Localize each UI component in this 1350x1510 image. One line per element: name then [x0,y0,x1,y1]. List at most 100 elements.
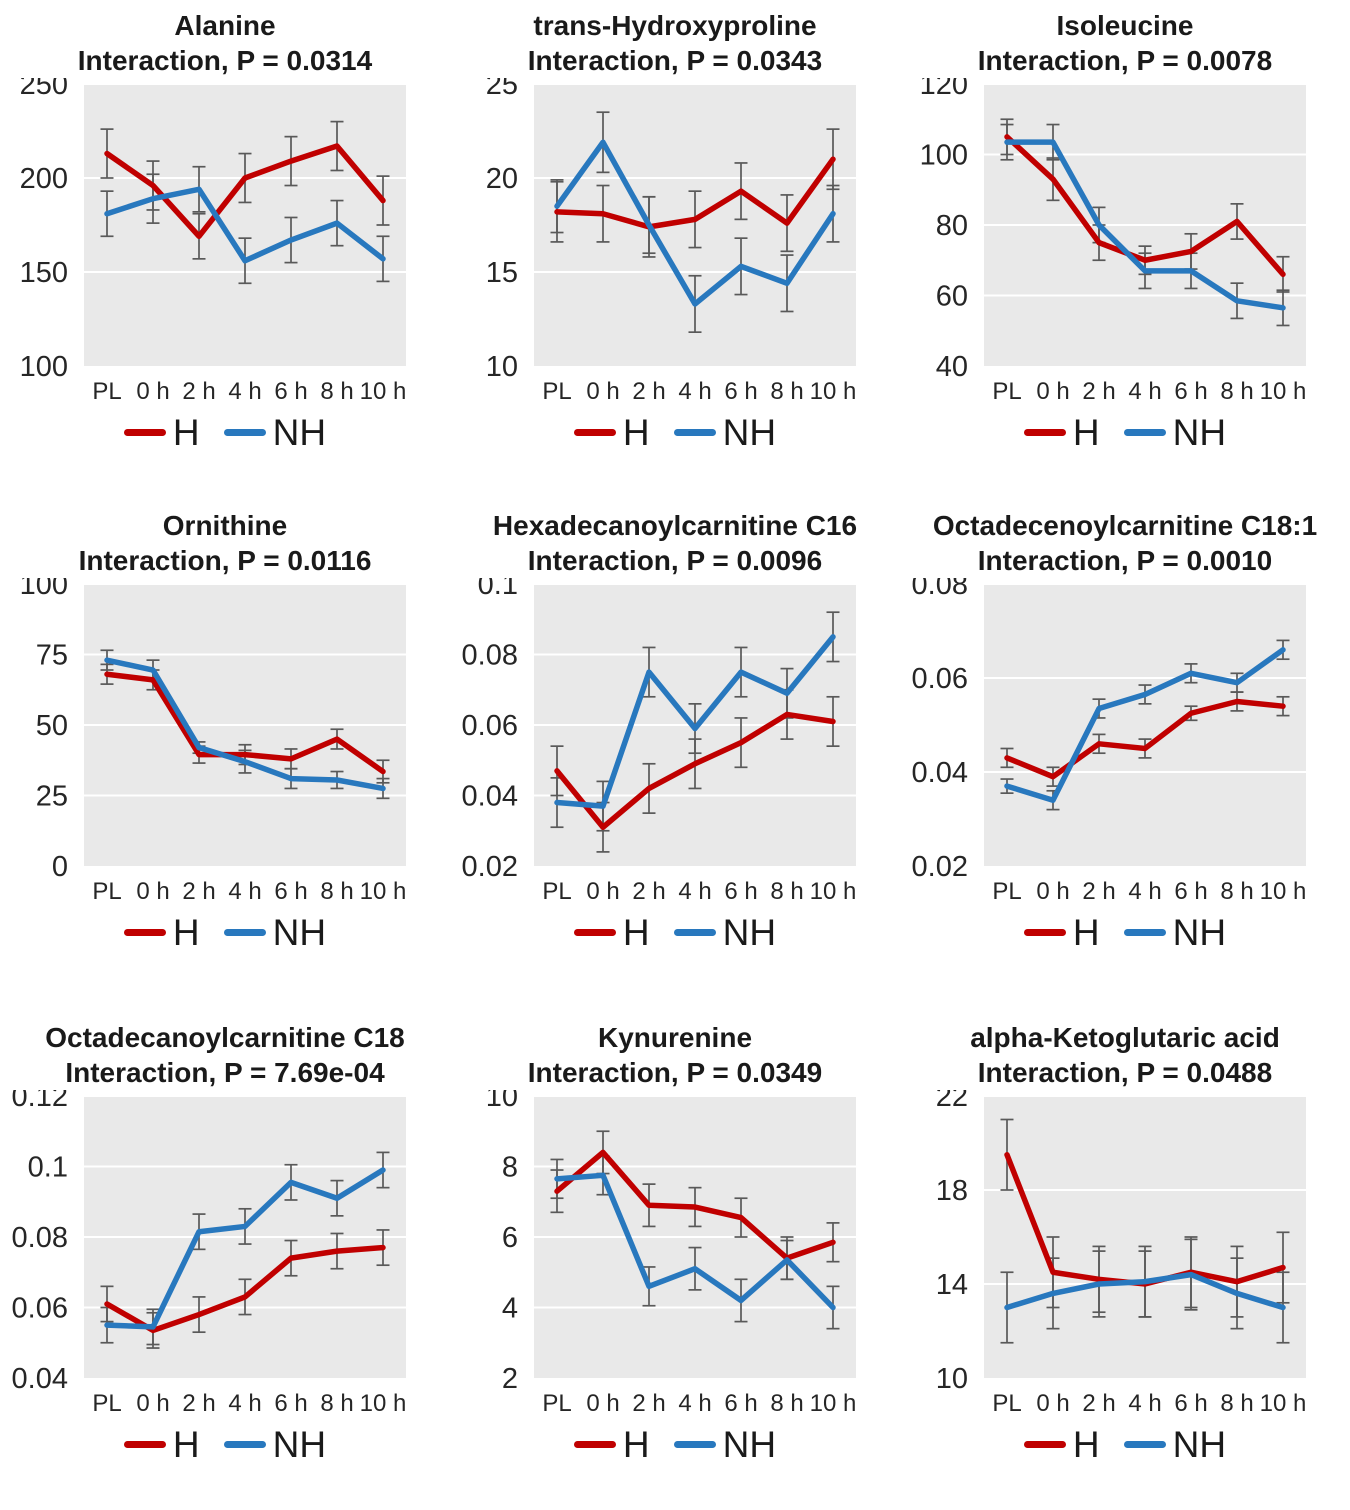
y-tick-label: 18 [936,1175,968,1207]
y-tick-label: 6 [502,1222,518,1254]
legend-line-h-icon [123,929,166,936]
y-tick-label: 0.06 [12,1293,68,1325]
y-tick-label: 60 [936,281,968,313]
legend-line-h-icon [573,929,616,936]
legend-label-nh: NH [1172,912,1227,953]
legend-label-h: H [622,412,650,453]
x-tick-label: 8 h [770,1390,803,1417]
x-tick-label: 6 h [274,378,307,405]
legend-label-h: H [622,1424,650,1465]
x-tick-label: PL [92,378,121,405]
legend-label-h: H [172,1424,200,1465]
legend-line-h-icon [1023,429,1066,436]
x-tick-label: PL [542,878,571,905]
chart-title: trans-Hydroxyproline [533,10,817,41]
chart-legend: H NH [900,1426,1350,1463]
legend-label-nh: NH [1172,412,1227,453]
x-tick-label: 8 h [320,1390,353,1417]
legend-line-nh-icon [223,429,266,436]
chart-legend: H NH [450,1426,900,1463]
y-tick-label: 25 [36,781,68,813]
chart-subtitle: Interaction, P = 0.0488 [977,1057,1273,1088]
x-tick-label: 2 h [182,878,215,905]
chart-plot: 100 150 200 250 PL 0 h 2 h 4 h 6 h 8 h 10 h [20,78,407,405]
chart-title: Ornithine [162,510,288,541]
y-tick-label: 0.1 [28,1152,68,1184]
x-tick-label: 0 h [586,378,619,405]
chart-subtitle: Interaction, P = 7.69e-04 [65,1057,385,1088]
legend-line-h-icon [1023,1441,1066,1448]
chart-cell: Octadecanoylcarnitine C18 Interaction, P… [0,1012,450,1510]
y-tick-label: 2 [502,1363,518,1395]
y-tick-label: 8 [502,1152,518,1184]
y-tick-label: 0.02 [462,851,518,883]
y-tick-label: 0.1 [478,578,518,601]
y-tick-label: 4 [502,1293,518,1325]
legend-line-nh-icon [223,1441,266,1448]
legend-line-h-icon [573,429,616,436]
x-tick-label: PL [992,878,1021,905]
x-tick-label: 6 h [724,378,757,405]
chart-legend: H NH [0,414,450,451]
x-tick-label: 4 h [1128,878,1161,905]
x-tick-label: 10 h [360,878,407,905]
x-tick-label: 10 h [360,1390,407,1417]
legend-line-h-icon [1023,929,1066,936]
x-tick-label: PL [992,378,1021,405]
h-series-line [554,711,836,830]
x-tick-label: 8 h [1220,878,1253,905]
chart-title: Alanine [174,10,276,41]
chart-plot: 2 4 6 8 10 PL 0 h 2 h 4 h 6 h 8 h 10 h [486,1090,857,1417]
y-tick-label: 40 [936,351,968,383]
x-tick-label: 2 h [632,378,665,405]
legend-line-nh-icon [1123,429,1166,436]
y-tick-label: 14 [936,1269,968,1301]
x-tick-label: 4 h [228,878,261,905]
h-series-line [104,671,386,775]
x-tick-label: PL [542,1390,571,1417]
legend-line-nh-icon [673,929,716,936]
chart-cell: alpha-Ketoglutaric acid Interaction, P =… [900,1012,1350,1510]
nh-series-line [554,634,836,809]
x-tick-label: 8 h [770,378,803,405]
x-tick-label: 8 h [320,878,353,905]
y-tick-label: 22 [936,1090,968,1113]
chart-title: alpha-Ketoglutaric acid [970,1022,1280,1053]
y-tick-label: 100 [20,578,68,601]
x-tick-label: 0 h [136,878,169,905]
legend-label-h: H [1072,1424,1100,1465]
x-tick-label: 4 h [1128,1390,1161,1417]
x-tick-label: 8 h [1220,1390,1253,1417]
chart-cell: trans-Hydroxyproline Interaction, P = 0.… [450,0,900,500]
x-tick-label: 4 h [228,378,261,405]
chart-subtitle: Interaction, P = 0.0078 [977,45,1273,76]
y-tick-label: 0.06 [912,663,968,695]
x-tick-label: 10 h [810,878,857,905]
chart-legend: H NH [450,414,900,451]
plot-area [984,584,1306,866]
y-tick-label: 80 [936,210,968,242]
x-tick-label: 4 h [678,1390,711,1417]
x-tick-label: 2 h [1082,1390,1115,1417]
y-tick-label: 0.04 [12,1363,68,1395]
chart-subtitle: Interaction, P = 0.0314 [77,45,373,76]
legend-label-h: H [1072,412,1100,453]
plot-area [984,1096,1306,1378]
h-series-line [104,1244,386,1334]
x-tick-label: 0 h [1036,1390,1069,1417]
nh-series-line [104,657,386,792]
chart-cell: Hexadecanoylcarnitine C16 Interaction, P… [450,500,900,1012]
x-tick-label: 2 h [182,1390,215,1417]
x-tick-label: 8 h [1220,378,1253,405]
chart-legend: H NH [0,1426,450,1463]
x-tick-label: 0 h [586,878,619,905]
x-tick-label: 0 h [586,1390,619,1417]
x-tick-label: 8 h [320,378,353,405]
legend-label-nh: NH [722,912,777,953]
x-tick-label: 10 h [360,378,407,405]
y-tick-label: 10 [486,1090,518,1113]
chart-plot: 0.02 0.04 0.06 0.08 PL 0 h 2 h 4 h 6 h 8 h 10 h [912,578,1307,905]
h-series-line [1004,698,1286,780]
chart-cell: Octadecenoylcarnitine C18:1 Interaction,… [900,500,1350,1012]
